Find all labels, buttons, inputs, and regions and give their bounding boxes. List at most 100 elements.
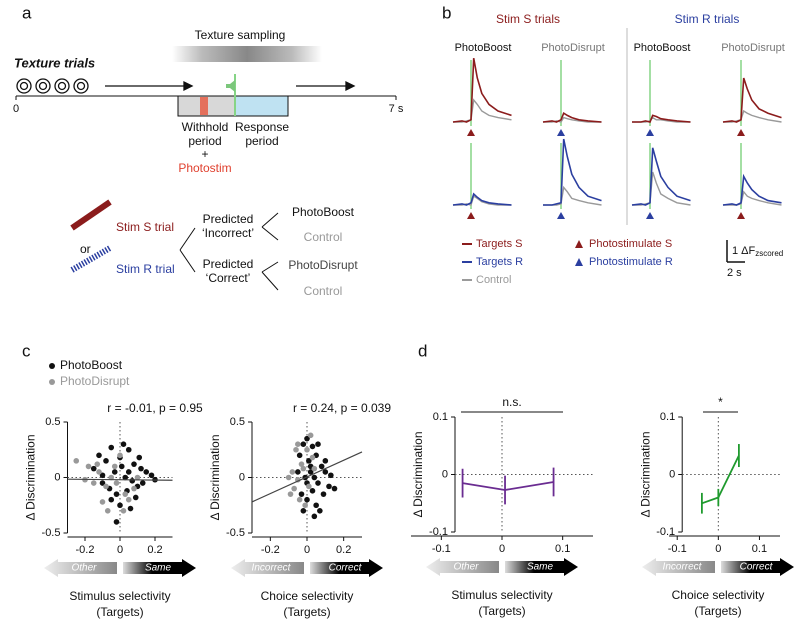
legend-label: PhotoDisrupt [60, 374, 130, 388]
legend-swatch [49, 363, 55, 369]
y-tick-label: -0.5 [226, 527, 245, 539]
scatter-point [73, 458, 80, 464]
control-trace [723, 190, 782, 206]
legend-label: Control [476, 274, 511, 286]
x-axis-label: (Targets) [478, 604, 525, 618]
scatter-point [296, 452, 303, 459]
y-tick-label: 0 [669, 468, 675, 480]
stat-label: r = -0.01, p = 0.95 [107, 401, 203, 415]
label: Predicted [203, 212, 254, 226]
scatter-point [131, 461, 137, 467]
scatter-point [285, 474, 292, 481]
arrow-left [642, 558, 715, 576]
column-title: PhotoBoost [634, 42, 691, 54]
scatter-point [300, 441, 307, 448]
scatter-point [300, 465, 307, 472]
stat-label: r = 0.24, p = 0.039 [293, 401, 391, 415]
arrow-left [231, 559, 304, 577]
y-tick-label: 0.5 [45, 416, 60, 428]
scatter-point [296, 496, 303, 503]
arrow-right [505, 558, 578, 576]
scatter-point [289, 469, 296, 475]
scatter-point [134, 474, 141, 481]
arrow-label: Correct [329, 563, 363, 574]
label: 7 s [389, 103, 404, 115]
scatter-point [311, 474, 318, 481]
scatter-point [129, 478, 136, 484]
scatter-point [122, 491, 129, 497]
arrow-label: Other [71, 563, 97, 574]
scatter-point [96, 469, 102, 475]
scatter-point [304, 435, 310, 442]
stim-marker [467, 129, 475, 136]
scatter-point [148, 472, 155, 479]
label: period [188, 134, 221, 148]
stim-marker [467, 212, 475, 219]
arrow-label: Other [453, 562, 479, 573]
scatter-point [94, 461, 101, 467]
stim-marker [737, 212, 745, 219]
sig-label: * [718, 395, 723, 409]
label: Withhold [182, 120, 229, 134]
panel-label: d [418, 341, 427, 360]
speaker-icon [226, 80, 235, 92]
x-tick-label: -0.1 [668, 543, 687, 555]
scatter-point [122, 474, 129, 481]
target-trace [631, 147, 691, 206]
x-tick-label: 0 [715, 543, 721, 555]
scatter-point [293, 446, 299, 453]
arrow-left [44, 559, 117, 577]
legend-label: Photostimulate R [589, 256, 673, 268]
y-axis-label: Δ Discrimination [638, 431, 652, 517]
legend-swatch [575, 240, 583, 248]
scatter-point [309, 454, 316, 461]
scatter-point [331, 485, 338, 492]
label: Response [235, 120, 289, 134]
scatter-point [125, 496, 132, 503]
scatter-point [300, 508, 307, 514]
scatter-point [99, 499, 106, 505]
scatter-point [318, 463, 325, 470]
scatter-point [113, 519, 120, 525]
scatter-point [326, 483, 332, 490]
y-tick-label: 0 [239, 471, 245, 483]
scatter-point [131, 485, 137, 492]
scatter-point [322, 458, 329, 464]
label: Photostim [178, 161, 231, 175]
text-part: s [736, 267, 742, 279]
group-title: Stim R trials [675, 12, 740, 26]
x-axis-label: (Targets) [283, 605, 330, 619]
scatter-point [306, 483, 312, 490]
y-tick-label: 0.1 [433, 411, 448, 423]
x-tick-label: -0.2 [261, 544, 280, 556]
target-trace [452, 58, 512, 123]
scatter-point [307, 469, 314, 475]
stim-marker [737, 129, 745, 136]
x-tick-label: 0.1 [752, 543, 767, 555]
scatter-point [111, 463, 118, 470]
label: PhotoBoost [292, 205, 355, 219]
x-axis-label: (Targets) [694, 604, 741, 618]
label: Stim R trial [116, 262, 175, 276]
label: or [80, 242, 91, 256]
legend-swatch [575, 258, 583, 266]
response-box [234, 95, 289, 117]
x-axis-label: Choice selectivity [672, 588, 765, 602]
scatter-point [295, 469, 301, 475]
fit-line [251, 451, 363, 503]
scatter-point [315, 441, 321, 448]
scatter-point [311, 513, 318, 520]
mean-line [701, 455, 740, 505]
target-trace [452, 192, 512, 206]
arrows [105, 80, 356, 92]
x-axis-label: Stimulus selectivity [69, 589, 170, 603]
target-trace [722, 173, 782, 206]
scatter-point [317, 508, 323, 514]
y-tick-label: -0.1 [429, 526, 448, 538]
scatter-point [307, 432, 314, 439]
y-tick-label: 0 [442, 468, 448, 480]
x-axis-label: (Targets) [96, 605, 143, 619]
y-tick-label: 0 [54, 471, 60, 483]
label: PhotoDisrupt [288, 258, 358, 272]
